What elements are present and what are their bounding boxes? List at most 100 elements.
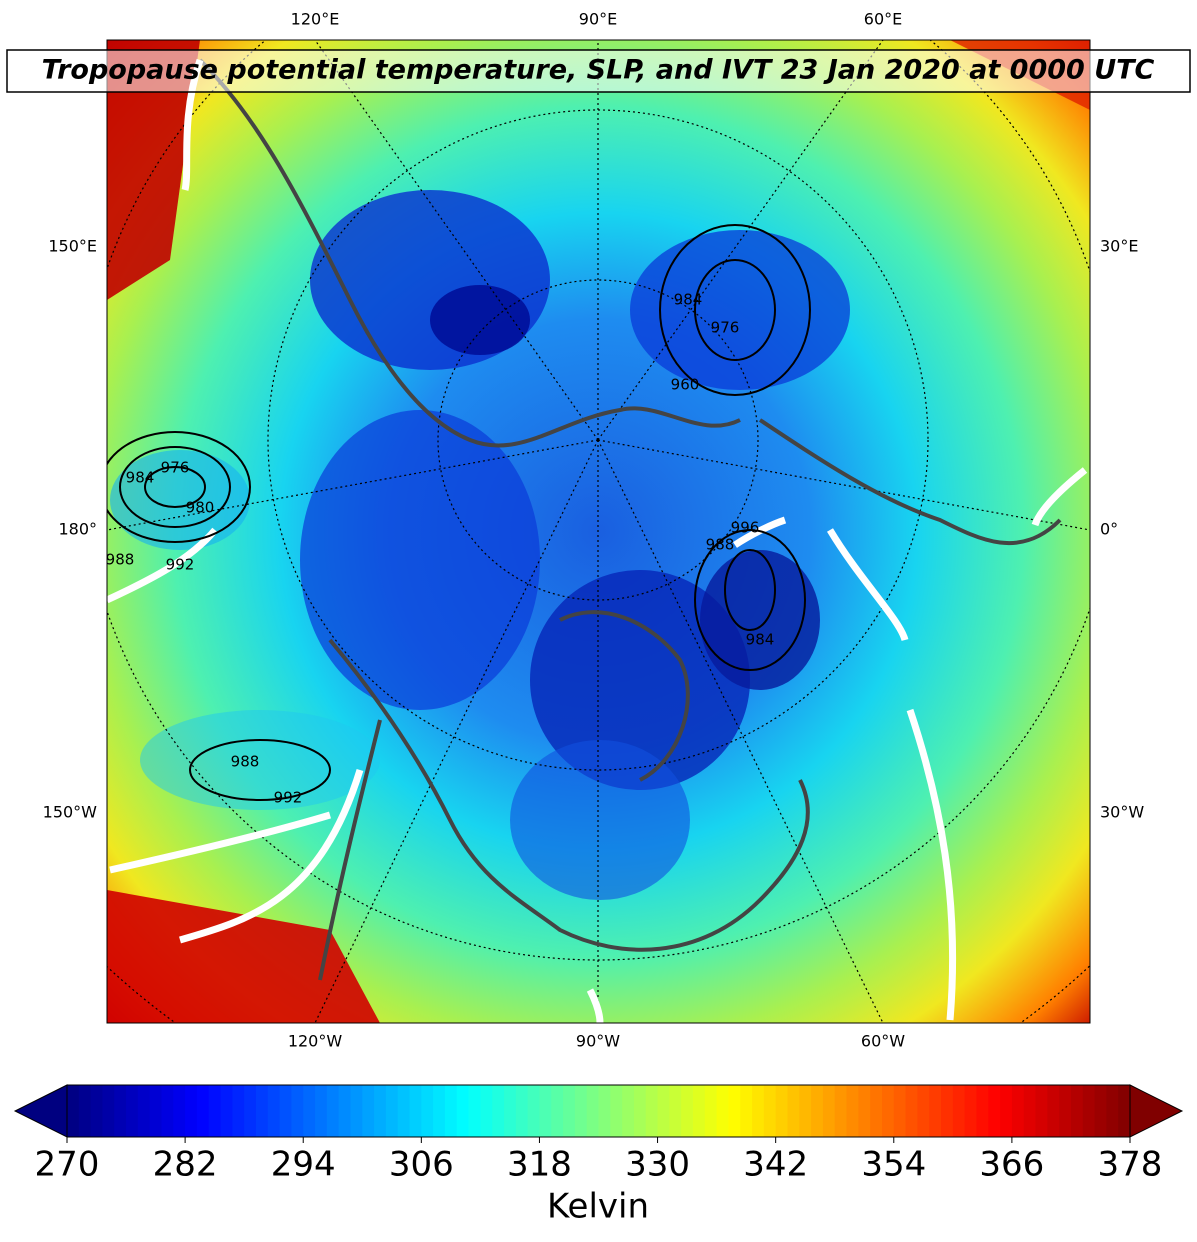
slp-label: 988 [106, 551, 135, 569]
colorbar-swatch [492, 1085, 505, 1137]
colorbar-swatch [137, 1085, 151, 1137]
title-box [6, 49, 1191, 93]
colorbar-swatch [870, 1085, 883, 1137]
lon-label: 0° [1100, 520, 1118, 539]
colorbar-swatch [185, 1085, 198, 1137]
lon-label: 120°W [288, 1032, 343, 1051]
colorbar-swatch [846, 1085, 859, 1137]
colorbar-swatch [917, 1085, 930, 1137]
colorbar-swatch [303, 1085, 316, 1137]
colorbar-swatch [775, 1085, 789, 1137]
colorbar-swatch [822, 1085, 836, 1137]
colorbar-swatch [326, 1085, 340, 1137]
colorbar-swatch [196, 1085, 210, 1137]
colorbar-swatch [362, 1085, 375, 1137]
colorbar-swatch [255, 1085, 269, 1137]
lon-label: 180° [58, 520, 97, 539]
slp-label: 992 [274, 789, 303, 807]
slp-label: 984 [746, 631, 775, 649]
colorbar-swatch [1106, 1085, 1119, 1137]
colorbar-swatch [539, 1085, 552, 1137]
lon-label: 90°E [579, 10, 617, 29]
slp-label: 960 [671, 376, 700, 394]
colorbar-swatch [941, 1085, 954, 1137]
colorbar-swatch [315, 1085, 328, 1137]
colorbar-swatch [681, 1085, 694, 1137]
colorbar-swatch [527, 1085, 541, 1137]
colorbar-swatch [374, 1085, 387, 1137]
colorbar-swatch [149, 1085, 163, 1137]
colorbar-swatch [350, 1085, 363, 1137]
colorbar-swatch [90, 1085, 104, 1137]
slp-label: 984 [126, 469, 155, 487]
colorbar-swatch [598, 1085, 611, 1137]
slp-label: 980 [186, 499, 215, 517]
colorbar-swatch [279, 1085, 293, 1137]
colorbar-swatch [881, 1085, 895, 1137]
colorbar-swatch [244, 1085, 257, 1137]
colorbar-swatch [456, 1085, 470, 1137]
colorbar-tick-label: 270 [35, 1145, 100, 1185]
colorbar-tick-label: 306 [389, 1145, 454, 1185]
colorbar-tick-label: 354 [861, 1145, 926, 1185]
colorbar-swatch [692, 1085, 706, 1137]
colorbar-swatch [586, 1085, 600, 1137]
colorbar-swatch [161, 1085, 174, 1137]
map-field [107, 40, 1090, 1023]
colorbar-swatch [397, 1085, 411, 1137]
colorbar-swatch [563, 1085, 576, 1137]
colorbar-swatch [173, 1085, 186, 1137]
lon-label: 90°W [576, 1032, 620, 1051]
colorbar-tick-label: 330 [625, 1145, 690, 1185]
slp-label: 976 [711, 319, 740, 337]
colorbar-tick-label: 366 [979, 1145, 1044, 1185]
colorbar-swatch [67, 1085, 80, 1137]
lon-label: 150°W [43, 803, 98, 822]
colorbar-tick-label: 318 [507, 1145, 572, 1185]
colorbar-swatch [834, 1085, 848, 1137]
colorbar-swatch [976, 1085, 989, 1137]
colorbar-swatch [1059, 1085, 1072, 1137]
colorbar-label: Kelvin [547, 1187, 649, 1227]
colorbar-swatch [1011, 1085, 1025, 1137]
colorbar-swatch [728, 1085, 741, 1137]
colorbar-swatch [1118, 1085, 1131, 1137]
colorbar-swatch [799, 1085, 812, 1137]
colorbar-swatch [468, 1085, 481, 1137]
colorbar-swatch [1023, 1085, 1037, 1137]
colorbar-frame [66, 1084, 1131, 1138]
colorbar-swatch [752, 1085, 765, 1137]
colorbar-swatch [480, 1085, 493, 1137]
colorbar-swatch [633, 1085, 647, 1137]
colorbar-tick-label: 342 [743, 1145, 808, 1185]
lon-label: 60°W [861, 1032, 905, 1051]
colorbar-swatch [716, 1085, 730, 1137]
colorbar-swatch [551, 1085, 564, 1137]
colorbar-swatch [1035, 1085, 1048, 1137]
colorbar-extend-high [1129, 1084, 1184, 1138]
colorbar-swatch [905, 1085, 918, 1137]
colorbar-swatch [704, 1085, 718, 1137]
colorbar-swatch [811, 1085, 824, 1137]
colorbar-swatch [78, 1085, 92, 1137]
slp-label: 988 [231, 753, 260, 771]
colorbar-swatch [267, 1085, 281, 1137]
lon-label: 150°E [48, 237, 97, 256]
lon-label: 30°W [1100, 803, 1144, 822]
colorbar-swatch [515, 1085, 529, 1137]
map-frame [106, 39, 1091, 1024]
colorbar-swatch [964, 1085, 978, 1137]
colorbar-swatch [763, 1085, 777, 1137]
colorbar-swatch [102, 1085, 115, 1137]
colorbar-swatch [1094, 1085, 1107, 1137]
colorbar-swatch [988, 1085, 1001, 1137]
colorbar-swatch [433, 1085, 446, 1137]
colorbar-swatch [232, 1085, 245, 1137]
colorbar-swatch [1000, 1085, 1013, 1137]
map-title: Tropopause potential temperature, SLP, a… [42, 55, 1155, 86]
colorbar-swatch [208, 1085, 222, 1137]
colorbar-swatch [858, 1085, 871, 1137]
colorbar-swatch [610, 1085, 623, 1137]
slp-label: 988 [706, 536, 735, 554]
